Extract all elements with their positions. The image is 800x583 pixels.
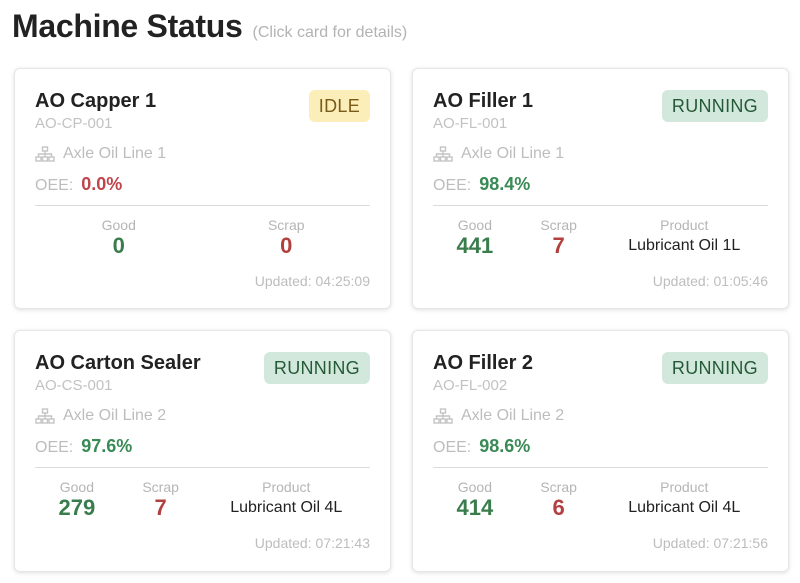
good-stat: Good 279 xyxy=(35,479,119,527)
oee-value: 98.4% xyxy=(479,174,531,194)
product-label: Product xyxy=(660,217,709,233)
good-label: Good xyxy=(101,217,136,233)
product-label: Product xyxy=(660,479,709,495)
machine-name: AO Filler 1 xyxy=(433,90,534,112)
machine-card[interactable]: AO Capper 1 AO-CP-001 IDLE Axle Oil Line… xyxy=(14,68,391,309)
divider xyxy=(433,467,768,468)
sitemap-icon xyxy=(433,146,453,162)
machine-name: AO Filler 2 xyxy=(433,352,534,374)
machine-name: AO Capper 1 xyxy=(35,90,157,112)
scrap-count: 6 xyxy=(552,495,565,520)
sitemap-icon xyxy=(35,408,55,424)
good-count: 279 xyxy=(58,495,96,520)
scrap-stat: Scrap 7 xyxy=(517,217,601,265)
machine-name: AO Carton Sealer xyxy=(35,352,201,374)
divider xyxy=(433,205,768,206)
machine-code: AO-FL-001 xyxy=(433,115,508,132)
product-label: Product xyxy=(262,479,311,495)
machine-code: AO-FL-002 xyxy=(433,377,508,394)
good-label: Good xyxy=(457,479,492,495)
scrap-count: 7 xyxy=(154,495,167,520)
scrap-label: Scrap xyxy=(540,479,577,495)
updated-time: Updated: 01:05:46 xyxy=(652,273,768,289)
oee-label: OEE: xyxy=(35,177,74,194)
oee-value: 98.6% xyxy=(479,436,531,456)
scrap-label: Scrap xyxy=(540,217,577,233)
status-badge: RUNNING xyxy=(661,352,768,384)
good-stat: Good 414 xyxy=(433,479,517,527)
good-stat: Good 441 xyxy=(433,217,517,265)
oee-label: OEE: xyxy=(35,439,74,456)
oee-label: OEE: xyxy=(433,177,472,194)
scrap-label: Scrap xyxy=(267,217,305,233)
good-count: 441 xyxy=(456,233,494,258)
product-name: Lubricant Oil 1L xyxy=(628,237,741,254)
production-line: Axle Oil Line 2 xyxy=(63,407,167,424)
good-stat: Good 0 xyxy=(35,217,203,265)
status-badge: IDLE xyxy=(308,90,370,122)
status-badge: RUNNING xyxy=(661,90,768,122)
scrap-label: Scrap xyxy=(142,479,179,495)
scrap-stat: Scrap 6 xyxy=(517,479,601,527)
production-line: Axle Oil Line 2 xyxy=(461,407,565,424)
sitemap-icon xyxy=(433,408,453,424)
scrap-count: 7 xyxy=(552,233,565,258)
page-header: Machine Status (Click card for details) xyxy=(12,8,407,45)
machine-code: AO-CS-001 xyxy=(35,377,113,394)
product-name: Lubricant Oil 4L xyxy=(628,499,741,516)
status-badge: RUNNING xyxy=(263,352,370,384)
product-name: Lubricant Oil 4L xyxy=(230,499,343,516)
updated-time: Updated: 04:25:09 xyxy=(254,273,370,289)
machine-code: AO-CP-001 xyxy=(35,115,113,132)
updated-time: Updated: 07:21:43 xyxy=(254,535,370,551)
page-title: Machine Status xyxy=(12,8,243,44)
scrap-count: 0 xyxy=(280,233,293,258)
good-label: Good xyxy=(457,217,492,233)
production-line: Axle Oil Line 1 xyxy=(461,145,565,162)
oee-value: 97.6% xyxy=(81,436,133,456)
machine-card[interactable]: AO Filler 2 AO-FL-002 RUNNING Axle Oil L… xyxy=(412,330,789,572)
good-count: 414 xyxy=(456,495,494,520)
divider xyxy=(35,205,370,206)
sitemap-icon xyxy=(35,146,55,162)
product-stat: Product Lubricant Oil 4L xyxy=(601,479,769,527)
scrap-stat: Scrap 7 xyxy=(119,479,203,527)
divider xyxy=(35,467,370,468)
scrap-stat: Scrap 0 xyxy=(203,217,371,265)
product-stat: Product Lubricant Oil 1L xyxy=(601,217,769,265)
machine-card[interactable]: AO Carton Sealer AO-CS-001 RUNNING Axle … xyxy=(14,330,391,572)
product-stat: Product Lubricant Oil 4L xyxy=(203,479,371,527)
good-count: 0 xyxy=(112,233,125,258)
oee-value: 0.0% xyxy=(81,174,123,194)
updated-time: Updated: 07:21:56 xyxy=(652,535,768,551)
machine-card[interactable]: AO Filler 1 AO-FL-001 RUNNING Axle Oil L… xyxy=(412,68,789,309)
production-line: Axle Oil Line 1 xyxy=(63,145,167,162)
page-subtitle: (Click card for details) xyxy=(252,24,408,41)
oee-label: OEE: xyxy=(433,439,472,456)
good-label: Good xyxy=(59,479,94,495)
